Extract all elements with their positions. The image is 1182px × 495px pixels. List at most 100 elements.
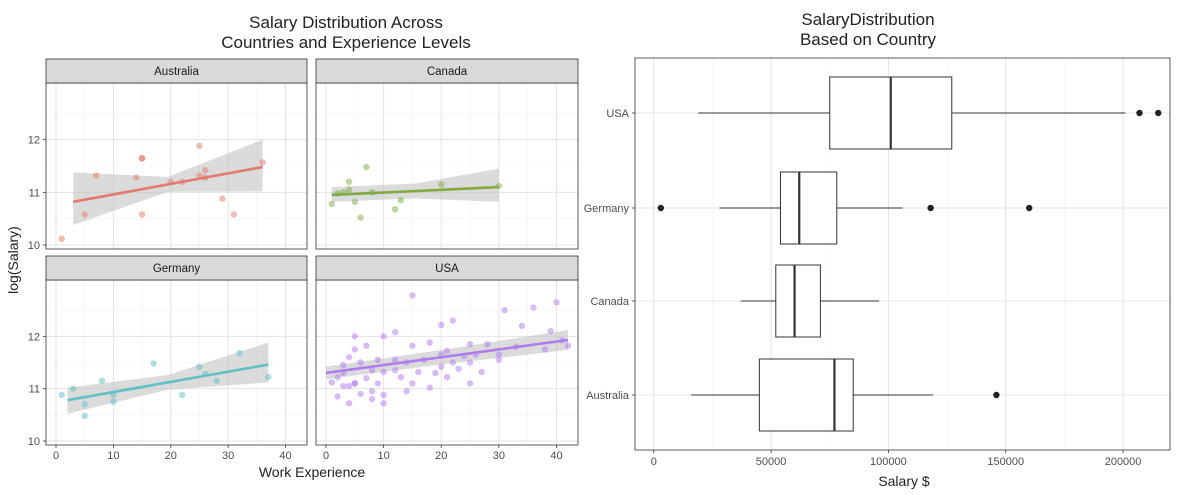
y-tick-label: 12 (28, 135, 40, 147)
x-tick-label: 150000 (987, 456, 1024, 468)
data-point (58, 391, 65, 399)
data-point (201, 167, 209, 174)
data-point (368, 388, 376, 395)
data-point (391, 356, 399, 364)
data-point (110, 398, 117, 405)
data-point (380, 368, 387, 376)
data-point (501, 306, 508, 314)
facet-panel-canada: Canada (315, 58, 579, 250)
x-tick-label: 200000 (1105, 456, 1142, 468)
y-category-label: USA (606, 108, 629, 120)
facet-panel-germany: Germany 10 11 12 0 10 20 30 40 (28, 255, 308, 462)
facet-strip (45, 255, 308, 281)
data-point (219, 195, 226, 202)
data-point (133, 174, 140, 181)
data-point (455, 365, 462, 372)
data-point (432, 369, 439, 377)
data-point (409, 380, 416, 387)
left-chart-title-line-2: Countries and Experience Levels (221, 33, 470, 52)
data-point (265, 373, 272, 381)
iqr-box (775, 264, 821, 338)
data-point (138, 211, 146, 218)
data-point (380, 391, 387, 399)
data-point (357, 214, 364, 221)
data-point (414, 368, 422, 376)
data-point (397, 197, 405, 204)
data-point (345, 354, 353, 361)
facet-strip (45, 58, 308, 84)
y-tick-label: 11 (29, 384, 40, 396)
left-x-axis-title: Work Experience (259, 464, 366, 480)
iqr-box (758, 358, 854, 432)
box-germany (657, 171, 1033, 245)
facet-panel-australia: Australia 10 11 12 (28, 58, 308, 252)
data-point (409, 292, 416, 299)
x-tick-label: 50000 (756, 456, 787, 468)
data-point (345, 382, 353, 390)
data-point (553, 299, 560, 306)
data-point (340, 382, 347, 390)
data-point (403, 388, 410, 395)
data-point (391, 367, 399, 374)
data-point (363, 342, 370, 349)
data-point (363, 163, 370, 171)
data-point (466, 340, 474, 348)
x-tick-label: 0 (323, 450, 329, 462)
x-tick-label: 40 (279, 450, 291, 462)
data-point (196, 142, 203, 150)
data-point (363, 375, 370, 382)
regression-line (72, 165, 263, 204)
confidence-band (326, 330, 568, 380)
data-point (98, 377, 106, 385)
y-category-label: Canada (590, 296, 629, 308)
data-point (213, 377, 220, 385)
data-point (391, 328, 399, 336)
data-point (380, 333, 387, 340)
data-point (374, 380, 382, 387)
x-tick-label: 0 (53, 450, 59, 462)
facet-strip (315, 58, 579, 84)
data-point (150, 360, 157, 367)
data-point (564, 342, 572, 349)
data-point (484, 340, 491, 348)
x-tick-label: 40 (550, 450, 562, 462)
outlier-point (1136, 109, 1143, 117)
facet-strip (315, 255, 579, 281)
data-point (357, 359, 364, 366)
data-point (438, 321, 445, 329)
data-point (438, 181, 445, 188)
regression-line (325, 338, 569, 375)
data-point (351, 198, 359, 206)
regression-line (67, 363, 269, 402)
facet-strip-label: USA (435, 263, 459, 275)
data-point (70, 385, 77, 392)
data-point (380, 400, 387, 407)
x-tick-label: 10 (107, 450, 119, 462)
x-tick-label: 30 (222, 450, 234, 462)
box-plot-chart: USA Germany Canada Australia 0 50000 100000 150… (584, 57, 1171, 468)
box-canada (740, 264, 880, 338)
data-point (426, 339, 433, 346)
data-point (449, 317, 456, 324)
data-point (547, 327, 554, 335)
data-point (518, 322, 526, 330)
x-tick-label: 20 (435, 450, 447, 462)
facet-strip-label: Germany (153, 263, 201, 275)
data-point (92, 172, 100, 179)
data-point (397, 373, 405, 381)
data-point (466, 380, 474, 387)
data-point (368, 395, 376, 403)
data-point (340, 361, 347, 369)
data-point (409, 342, 416, 349)
data-point (81, 412, 88, 420)
facet-panel-usa: USA 0 10 20 30 40 (315, 255, 579, 462)
faceted-scatter-chart: Australia 10 11 12 Canada Germany 10 11 12 0 10 20 3… (28, 58, 579, 462)
y-tick-label: 11 (29, 187, 40, 199)
data-point (81, 211, 88, 218)
data-point (443, 373, 451, 381)
data-point (466, 359, 474, 366)
data-point (443, 347, 451, 355)
data-point (138, 155, 146, 162)
facet-strip-label: Australia (154, 66, 199, 78)
